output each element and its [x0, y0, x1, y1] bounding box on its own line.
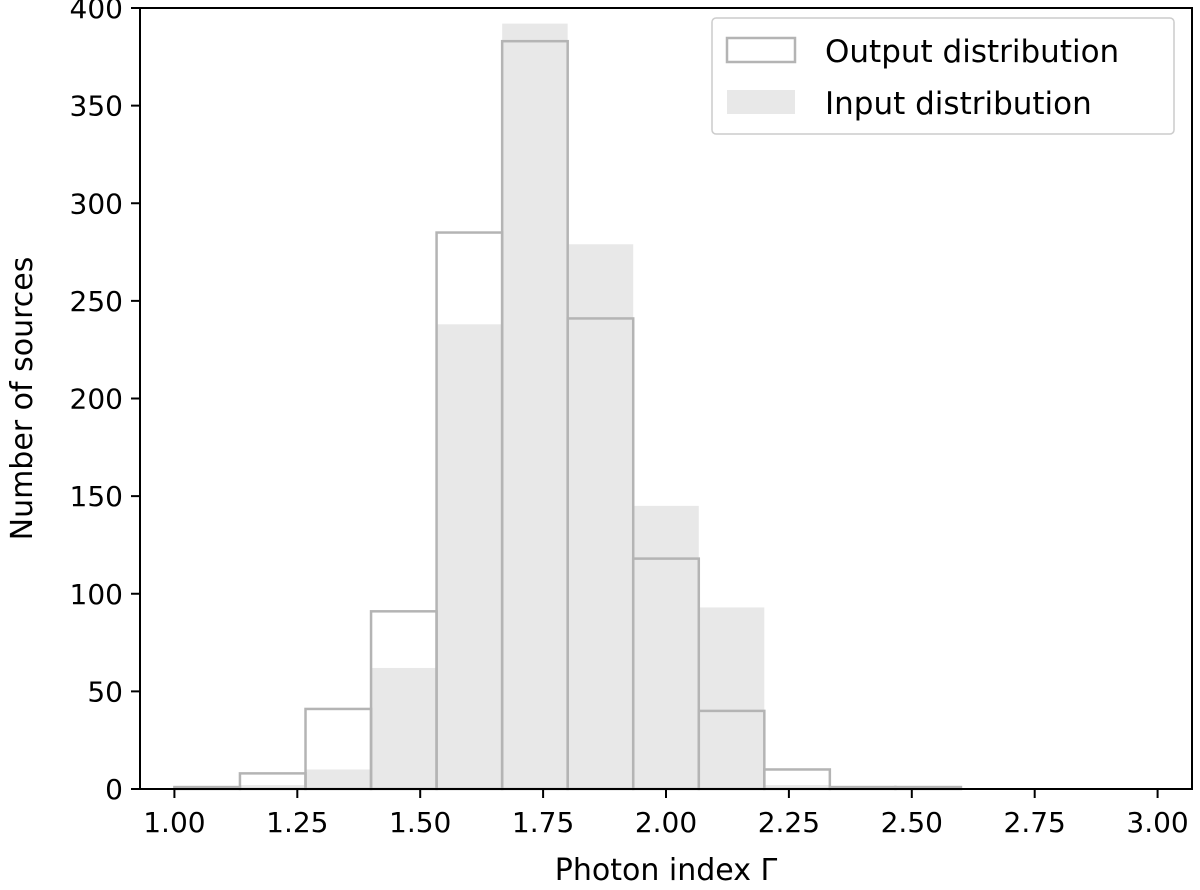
x-tick-label: 2.00 — [635, 806, 697, 839]
legend: Output distribution Input distribution — [711, 17, 1175, 135]
x-tick-label: 3.00 — [1126, 806, 1188, 839]
input-bar — [764, 785, 830, 789]
input-distribution-bars — [239, 23, 961, 790]
y-tick-label: 250 — [70, 285, 123, 318]
y-axis: 0 50 100 150 200 250 300 350 400 — [70, 0, 140, 806]
y-tick-label: 350 — [70, 90, 123, 123]
y-tick-label: 0 — [105, 773, 123, 806]
legend-box — [711, 17, 1175, 135]
y-tick-label: 200 — [70, 383, 123, 416]
y-tick-label: 300 — [70, 187, 123, 220]
x-tick-label: 2.75 — [1004, 806, 1066, 839]
x-tick-label: 1.25 — [266, 806, 328, 839]
input-bar — [371, 667, 437, 789]
y-axis-label: Number of sources — [5, 257, 40, 541]
x-axis: 1.00 1.25 1.50 1.75 2.00 2.25 2.50 2.75 3.00 — [143, 789, 1189, 839]
x-tick-label: 1.50 — [389, 806, 451, 839]
x-tick-label: 1.75 — [512, 806, 574, 839]
legend-label-output: Output distribution — [825, 34, 1119, 70]
input-bar — [698, 607, 765, 789]
y-tick-label: 50 — [87, 675, 123, 708]
legend-swatch-output — [725, 36, 797, 64]
x-tick-label: 1.00 — [143, 806, 205, 839]
input-bar — [436, 324, 503, 789]
input-bar — [502, 23, 568, 790]
input-bar — [305, 769, 372, 789]
x-tick-label: 2.50 — [881, 806, 943, 839]
input-bar — [567, 244, 634, 789]
input-bar — [633, 505, 699, 789]
y-tick-label: 150 — [70, 480, 123, 513]
y-tick-label: 400 — [70, 0, 123, 25]
x-axis-label: Photon index Γ — [555, 853, 778, 888]
legend-swatch-input — [727, 90, 795, 114]
x-tick-label: 2.25 — [758, 806, 820, 839]
legend-label-input: Input distribution — [825, 86, 1092, 122]
input-bar — [239, 785, 306, 789]
y-tick-label: 100 — [70, 578, 123, 611]
output-distribution-bars — [173, 39, 963, 791]
